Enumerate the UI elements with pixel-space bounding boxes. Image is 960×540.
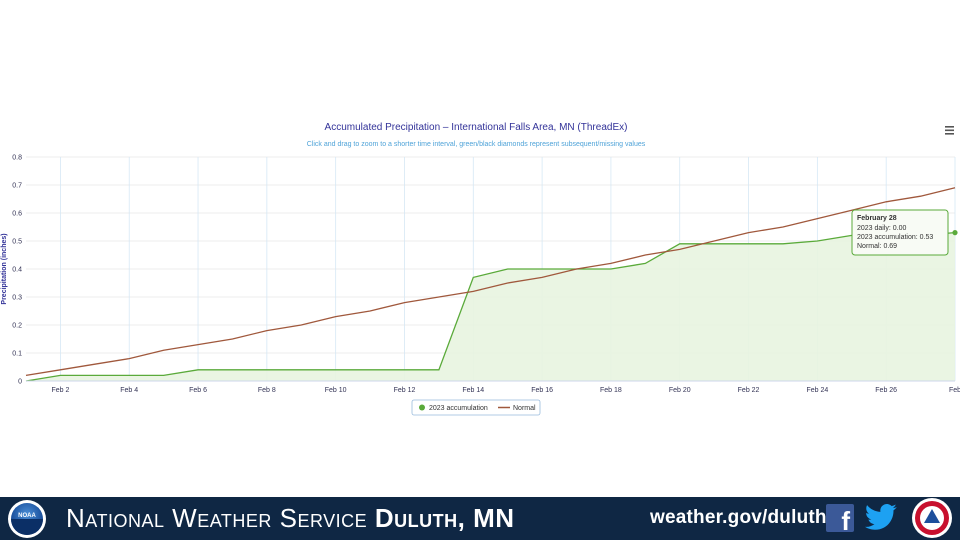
x-tick-label: Feb 20 <box>669 387 691 394</box>
hover-point-marker[interactable] <box>952 230 958 236</box>
y-tick-label: 0.3 <box>12 295 22 302</box>
y-tick-label: 0.5 <box>12 239 22 246</box>
tooltip-accumulation: 2023 accumulation: 0.53 <box>857 234 933 241</box>
legend-marker-2023-accumulation <box>419 404 425 411</box>
x-tick-label: Feb 14 <box>462 387 484 394</box>
series[interactable] <box>25 187 958 382</box>
legend-item-normal[interactable]: Normal <box>498 405 536 412</box>
y-tick-label: 0.4 <box>12 267 22 274</box>
x-tick-label: Feb 8 <box>258 387 276 394</box>
legend: 2023 accumulation Normal <box>411 399 541 416</box>
x-tick-label: Feb 10 <box>325 387 347 394</box>
x-tick-label: Feb 12 <box>394 387 416 394</box>
legend-item-2023-accumulation[interactable]: 2023 accumulation <box>419 404 488 413</box>
x-tick-label: Feb 4 <box>120 387 138 394</box>
tooltip-normal: Normal: 0.69 <box>857 243 897 250</box>
chart-subtitle: Click and drag to zoom to a shorter time… <box>307 141 646 148</box>
agency-office: Duluth, MN <box>374 503 515 533</box>
legend-label-normal: Normal <box>513 405 536 412</box>
twitter-icon[interactable] <box>864 503 898 533</box>
y-tick-label: 0.2 <box>12 323 22 330</box>
x-tick-label: Feb 26 <box>875 387 897 394</box>
footer-bar: NOAA National Weather Service Duluth, MN… <box>0 497 960 540</box>
x-tick-label: Feb <box>949 387 960 394</box>
series-line-2023-accumulation[interactable] <box>25 231 956 382</box>
tooltip-daily: 2023 daily: 0.00 <box>857 225 907 232</box>
y-tick-label: 0 <box>18 379 22 386</box>
chart-title: Accumulated Precipitation – Internationa… <box>325 122 628 133</box>
tooltip-title: February 28 <box>857 215 897 222</box>
legend-label-2023-accumulation: 2023 accumulation <box>429 405 488 412</box>
chart[interactable]: Accumulated Precipitation – Internationa… <box>0 110 960 420</box>
axes: 0 0.1 0.2 0.3 0.4 0.5 0.6 0.7 0.8 Feb 2 Feb 4 Feb 6… <box>12 155 960 395</box>
nws-logo <box>912 498 952 538</box>
tooltip: February 28 2023 daily: 0.00 2023 accumu… <box>851 209 949 256</box>
y-tick-label: 0.1 <box>12 351 22 358</box>
x-tick-label: Feb 24 <box>806 387 828 394</box>
noaa-logo: NOAA <box>8 500 46 538</box>
agency-title: National Weather Service <box>66 503 368 533</box>
agency-name: National Weather Service Duluth, MN <box>66 505 515 531</box>
plot-area <box>26 232 955 381</box>
svg-text:NOAA: NOAA <box>18 513 36 519</box>
facebook-icon[interactable]: f <box>826 504 854 532</box>
site-url-link[interactable]: weather.gov/duluth <box>650 507 827 528</box>
area-2023-accumulation <box>26 232 955 381</box>
x-tick-label: Feb 22 <box>738 387 760 394</box>
y-tick-label: 0.6 <box>12 211 22 218</box>
y-tick-label: 0.8 <box>12 155 22 162</box>
x-tick-label: Feb 16 <box>531 387 553 394</box>
x-tick-label: Feb 18 <box>600 387 622 394</box>
hamburger-icon[interactable] <box>945 126 954 135</box>
y-axis-title: Precipitation (inches) <box>1 233 8 304</box>
series-line-normal[interactable] <box>25 187 956 377</box>
y-tick-label: 0.7 <box>12 183 22 190</box>
x-tick-label: Feb 2 <box>51 387 69 394</box>
x-tick-label: Feb 6 <box>189 387 207 394</box>
